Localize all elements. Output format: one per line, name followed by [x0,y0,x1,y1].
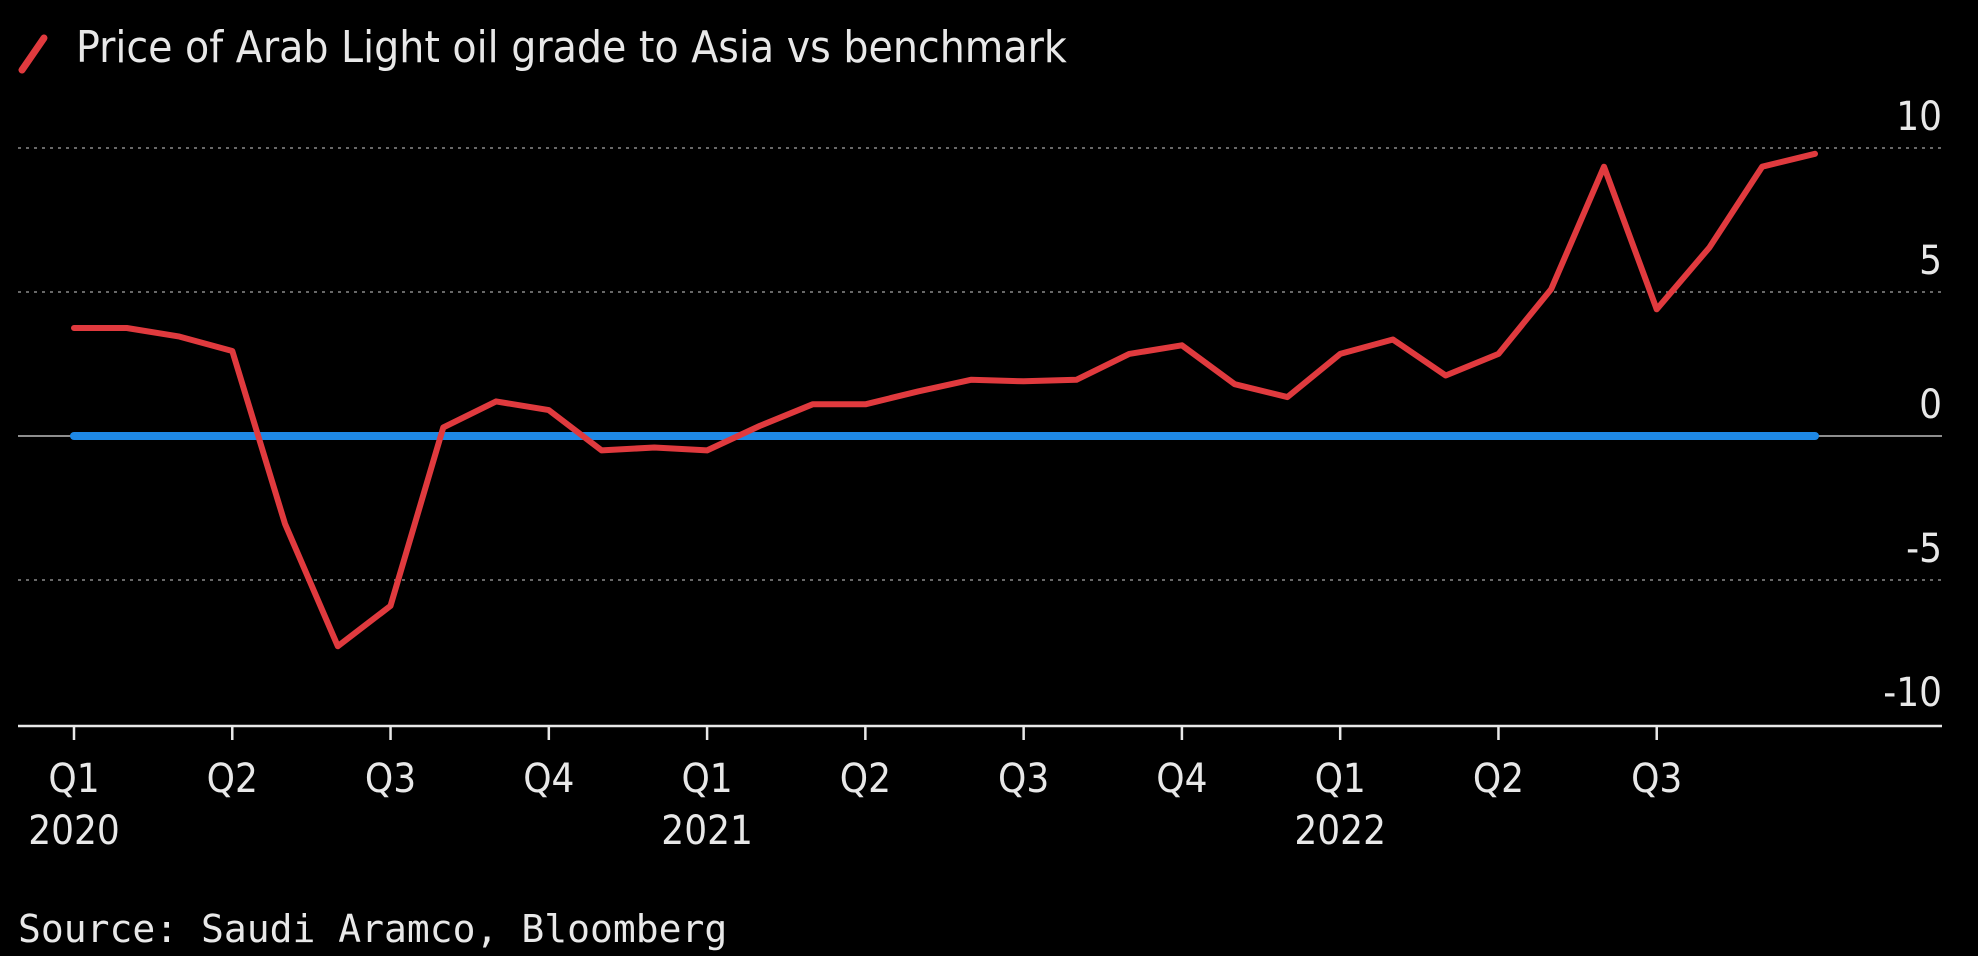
x-tick-label: Q1 [681,756,732,802]
x-tick-label: Q2 [207,756,258,802]
chart-title-group: Price of Arab Light oil grade to Asia vs… [18,22,1067,74]
y-tick-label: -10 [1883,670,1942,716]
y-axis-ticks: 10 5 0 -5 -10 [1883,94,1942,716]
x-tick-label: Q3 [365,756,416,802]
series-lines [70,150,1819,650]
x-tick-year-label: 2022 [1294,808,1386,854]
x-tick-label: Q3 [998,756,1049,802]
x-tick-label: Q2 [840,756,891,802]
grid-lines [18,147,1942,581]
y-tick-label: 10 [1896,94,1942,140]
x-tick-label: Q4 [1156,756,1207,802]
x-tick-label: Q3 [1631,756,1682,802]
x-tick-label: Q1 [1315,756,1366,802]
y-tick-label: -5 [1906,526,1942,572]
x-tick-label: Q2 [1473,756,1524,802]
x-tick-year-label: 2021 [661,808,753,854]
y-tick-label: 5 [1919,238,1942,284]
x-axis: Q1 2020 Q2 Q3 Q4 Q1 2021 Q2 Q3 Q4 Q1 2022 Q2 Q3 [18,724,1942,854]
source-note: Source: Saudi Aramco, Bloomberg [18,907,727,951]
x-tick-label: Q1 [48,756,99,802]
x-tick-year-label: 2020 [28,808,120,854]
x-tick-label: Q4 [523,756,574,802]
series-line-arab-light [71,150,1818,650]
legend-swatch-red [18,34,48,74]
chart-title: Price of Arab Light oil grade to Asia vs… [76,22,1067,73]
y-tick-label: 0 [1919,382,1942,428]
